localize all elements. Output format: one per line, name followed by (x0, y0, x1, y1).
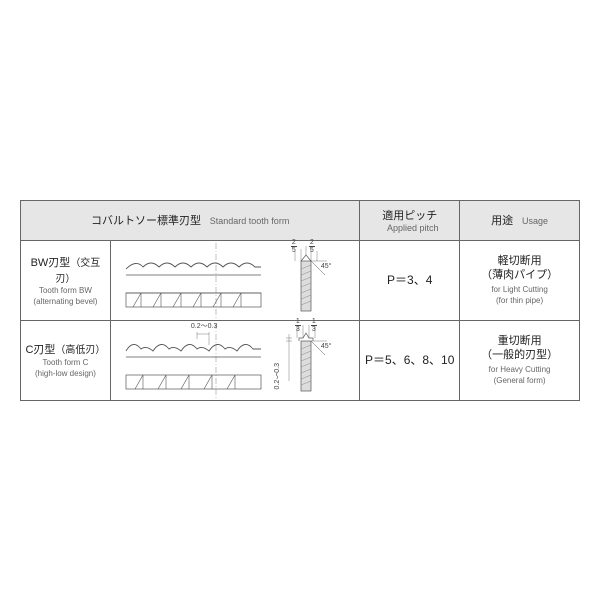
header-usage-en: Usage (522, 216, 548, 226)
usage-jp-2: （薄肉パイプ） (464, 268, 575, 282)
usage-jp-2: （一般的刃型） (464, 348, 575, 362)
diagram-cell-c: 0.2～0.3 0.2～0.3 1 3 1 3 45° (110, 320, 359, 400)
diagram-bw (111, 241, 361, 321)
row-label-en-1: Tooth form C (25, 358, 106, 368)
diagram-cell-bw: 2 5 2 5 45° (110, 240, 359, 320)
row-label-en-1: Tooth form BW (25, 286, 106, 296)
gap-label: 0.2～0.3 (191, 321, 217, 331)
usage-jp-1: 軽切断用 (464, 254, 575, 268)
header-usage: 用途 Usage (460, 200, 580, 240)
angle-label: 45° (321, 343, 332, 350)
usage-cell: 重切断用 （一般的刃型） for Heavy Cutting (General … (460, 320, 580, 400)
diagram-c (111, 321, 361, 401)
tooth-form-table: コバルトソー標準刃型 Standard tooth form 適用ピッチ App… (20, 200, 580, 401)
row-label-en-2: (alternating bevel) (25, 297, 106, 307)
table-row: C刃型（高低刃） Tooth form C (high-low design) (21, 320, 580, 400)
fraction-1: 1 3 (295, 318, 301, 333)
header-tooth-form-en: Standard tooth form (210, 216, 290, 226)
row-label-jp-main: BW刃型 (31, 257, 71, 269)
fraction-2: 2 5 (309, 239, 315, 254)
row-label-cell: C刃型（高低刃） Tooth form C (high-low design) (21, 320, 111, 400)
usage-en-2: (for thin pipe) (464, 296, 575, 306)
fraction-1: 2 5 (291, 239, 297, 254)
row-label-jp-main: C刃型 (25, 344, 55, 356)
angle-label: 45° (321, 263, 332, 270)
header-tooth-form: コバルトソー標準刃型 Standard tooth form (21, 200, 360, 240)
row-label-jp: C刃型（高低刃） (25, 341, 106, 357)
row-label-jp: BW刃型（交互刃） (25, 254, 106, 285)
header-tooth-form-jp: コバルトソー標準刃型 (91, 215, 201, 227)
usage-cell: 軽切断用 （薄肉パイプ） for Light Cutting (for thin… (460, 240, 580, 320)
pitch-value: P＝5、6、8、10 (365, 353, 454, 367)
usage-en-1: for Heavy Cutting (464, 365, 575, 375)
row-label-cell: BW刃型（交互刃） Tooth form BW (alternating bev… (21, 240, 111, 320)
header-pitch-en: Applied pitch (387, 223, 439, 233)
row-label-en-2: (high-low design) (25, 369, 106, 379)
pitch-value: P＝3、4 (387, 273, 432, 287)
usage-en-1: for Light Cutting (464, 285, 575, 295)
header-pitch: 適用ピッチ Applied pitch (360, 200, 460, 240)
pitch-cell: P＝5、6、8、10 (360, 320, 460, 400)
table-row: BW刃型（交互刃） Tooth form BW (alternating bev… (21, 240, 580, 320)
usage-jp-1: 重切断用 (464, 334, 575, 348)
header-pitch-jp: 適用ピッチ (382, 210, 437, 222)
header-usage-jp: 用途 (491, 215, 513, 227)
fraction-2: 1 3 (311, 318, 317, 333)
vgap-label: 0.2～0.3 (273, 363, 283, 389)
pitch-cell: P＝3、4 (360, 240, 460, 320)
usage-en-2: (General form) (464, 376, 575, 386)
row-label-jp-sub: （高低刃） (55, 345, 105, 356)
